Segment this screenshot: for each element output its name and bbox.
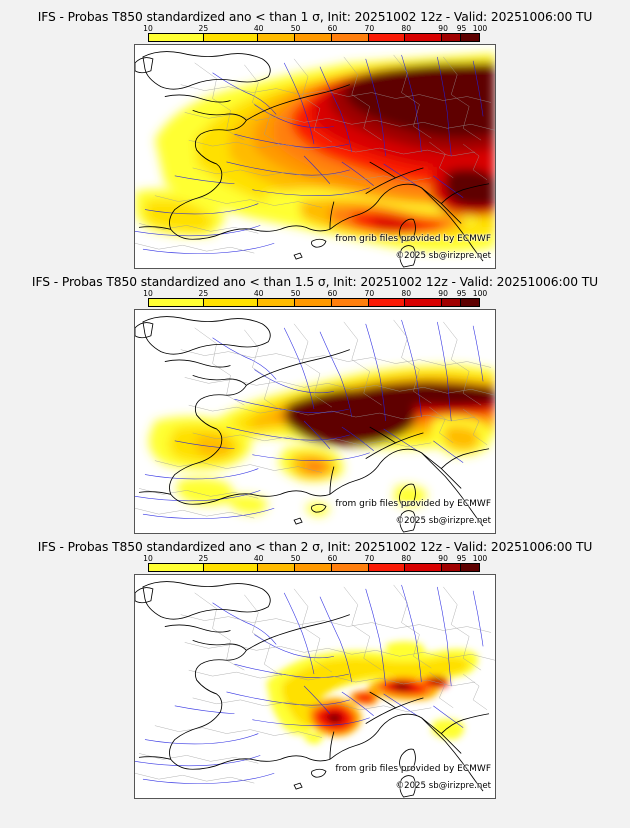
colorbar-tick-90: 90 [438, 289, 448, 298]
panel-title: IFS - Probas T850 standardized ano < tha… [31, 275, 599, 289]
colorbar-tick-60: 60 [327, 289, 338, 298]
colorbar-tick-50: 50 [290, 24, 301, 33]
colorbar-tick-25: 25 [198, 554, 209, 563]
colorbar-tick-labels: 10 25 40 50 60 70 80 90 95 100 [143, 24, 487, 33]
colorbar-tick-95: 95 [456, 289, 467, 298]
colorbar-tick-labels: 10 25 40 50 60 70 80 90 95 100 [143, 554, 487, 563]
colorbar-band-70-80 [368, 564, 406, 571]
colorbar-tick-100: 100 [472, 554, 488, 563]
colorbar-tick-70: 70 [364, 554, 375, 563]
colorbar-band-10-25 [149, 34, 204, 41]
colorbar-band-10-25 [149, 564, 204, 571]
colorbar-tick-80: 80 [401, 554, 412, 563]
colorbar-band-40-50 [258, 564, 296, 571]
copyright-attribution: ©2025 sb@irizpre.net [395, 781, 491, 791]
probability-map-panel: IFS - Probas T850 standardized ano < tha… [0, 530, 630, 799]
colorbar-bands [148, 563, 480, 572]
colorbar-tick-10: 10 [143, 289, 153, 298]
colorbar-tick-80: 80 [401, 289, 412, 298]
colorbar-tick-labels: 10 25 40 50 60 70 80 90 95 100 [143, 289, 487, 298]
map-canvas: from grib files provided by ECMWF ©2025 … [134, 44, 496, 269]
colorbar-band-70-80 [368, 299, 406, 306]
probability-map-panel: IFS - Probas T850 standardized ano < tha… [0, 0, 630, 269]
colorbar-band-25-40 [203, 299, 259, 306]
copyright-attribution: ©2025 sb@irizpre.net [395, 516, 491, 526]
colorbar-band-40-50 [258, 299, 296, 306]
panel-title: IFS - Probas T850 standardized ano < tha… [37, 540, 593, 554]
colorbar-tick-90: 90 [438, 24, 448, 33]
colorbar-tick-10: 10 [143, 554, 153, 563]
colorbar-tick-50: 50 [290, 289, 301, 298]
colorbar-band-60-70 [331, 564, 369, 571]
colorbar-tick-10: 10 [143, 24, 153, 33]
colorbar-band-50-60 [295, 564, 332, 571]
colorbar-band-90-95 [442, 299, 462, 306]
colorbar-tick-60: 60 [327, 24, 338, 33]
colorbar-tick-90: 90 [438, 554, 448, 563]
colorbar-tick-25: 25 [198, 289, 209, 298]
colorbar-band-50-60 [295, 34, 332, 41]
colorbar-tick-50: 50 [290, 554, 301, 563]
colorbar-tick-80: 80 [401, 24, 412, 33]
colorbar-tick-40: 40 [253, 554, 264, 563]
colorbar-band-80-90 [405, 34, 443, 41]
colorbar-band-95-100 [461, 34, 480, 41]
colorbar: 10 25 40 50 60 70 80 90 95 100 [143, 554, 487, 572]
colorbar-bands [148, 33, 480, 42]
colorbar-band-25-40 [203, 34, 259, 41]
colorbar-tick-100: 100 [472, 289, 488, 298]
colorbar-tick-60: 60 [327, 554, 338, 563]
colorbar-band-10-25 [149, 299, 204, 306]
colorbar-band-60-70 [331, 34, 369, 41]
map-canvas: from grib files provided by ECMWF ©2025 … [134, 309, 496, 534]
colorbar: 10 25 40 50 60 70 80 90 95 100 [143, 289, 487, 307]
colorbar: 10 25 40 50 60 70 80 90 95 100 [143, 24, 487, 42]
colorbar-tick-70: 70 [364, 24, 375, 33]
copyright-attribution: ©2025 sb@irizpre.net [395, 251, 491, 261]
source-attribution: from grib files provided by ECMWF [335, 234, 491, 244]
colorbar-tick-70: 70 [364, 289, 375, 298]
colorbar-band-60-70 [331, 299, 369, 306]
colorbar-band-90-95 [442, 34, 462, 41]
colorbar-tick-100: 100 [472, 24, 488, 33]
colorbar-band-25-40 [203, 564, 259, 571]
colorbar-bands [148, 298, 480, 307]
colorbar-band-80-90 [405, 564, 443, 571]
colorbar-band-40-50 [258, 34, 296, 41]
colorbar-tick-25: 25 [198, 24, 209, 33]
colorbar-band-95-100 [461, 564, 480, 571]
probability-map-panel: IFS - Probas T850 standardized ano < tha… [0, 265, 630, 534]
source-attribution: from grib files provided by ECMWF [335, 499, 491, 509]
colorbar-band-95-100 [461, 299, 480, 306]
colorbar-band-90-95 [442, 564, 462, 571]
colorbar-band-50-60 [295, 299, 332, 306]
colorbar-tick-95: 95 [456, 24, 467, 33]
map-canvas: from grib files provided by ECMWF ©2025 … [134, 574, 496, 799]
colorbar-band-80-90 [405, 299, 443, 306]
colorbar-tick-40: 40 [253, 24, 264, 33]
colorbar-tick-95: 95 [456, 554, 467, 563]
colorbar-tick-40: 40 [253, 289, 264, 298]
source-attribution: from grib files provided by ECMWF [335, 764, 491, 774]
panel-title: IFS - Probas T850 standardized ano < tha… [37, 10, 593, 24]
colorbar-band-70-80 [368, 34, 406, 41]
